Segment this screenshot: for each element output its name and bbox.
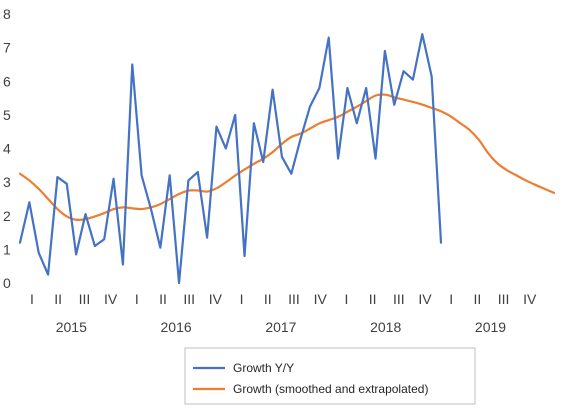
y-tick-label: 2 [3, 208, 11, 224]
x-tick-label: II [54, 291, 62, 307]
x-tick-label: I [30, 291, 34, 307]
y-tick-label: 8 [3, 6, 11, 22]
x-year-label: 2019 [475, 319, 506, 335]
x-tick-label: III [183, 291, 195, 307]
series-line-growth-smoothed [18, 93, 556, 222]
y-tick-label: 5 [3, 107, 11, 123]
x-tick-label: III [498, 291, 510, 307]
x-tick-label: IV [523, 291, 537, 307]
y-tick-label: 1 [3, 241, 11, 257]
y-tick-label: 0 [3, 275, 11, 291]
y-axis-ticks: 0 1 2 3 4 5 6 7 8 [3, 6, 11, 291]
y-tick-label: 7 [3, 40, 11, 56]
x-tick-label: III [393, 291, 405, 307]
x-axis-quarter-ticks: I II III IV I II III IV I II III IV I II III IV I II III IV [30, 291, 537, 307]
x-tick-label: II [159, 291, 167, 307]
x-tick-label: II [474, 291, 482, 307]
legend-label-growth-smoothed: Growth (smoothed and extrapolated) [233, 382, 428, 396]
y-tick-label: 4 [3, 141, 11, 157]
legend: Growth Y/Y Growth (smoothed and extrapola… [184, 347, 476, 405]
x-tick-label: I [449, 291, 453, 307]
x-tick-label: IV [418, 291, 432, 307]
x-year-label: 2015 [56, 319, 87, 335]
x-tick-label: IV [104, 291, 118, 307]
x-tick-label: III [79, 291, 91, 307]
x-year-label: 2018 [370, 319, 401, 335]
x-year-label: 2017 [265, 319, 296, 335]
x-axis-year-labels: 2015 2016 2017 2018 2019 [56, 319, 507, 335]
x-tick-label: II [264, 291, 272, 307]
legend-box [184, 347, 476, 405]
x-tick-label: I [135, 291, 139, 307]
series-line-growth-yy [18, 33, 443, 285]
x-tick-label: IV [209, 291, 223, 307]
plot-area [18, 33, 556, 285]
x-year-label: 2016 [161, 319, 192, 335]
y-tick-label: 6 [3, 73, 11, 89]
x-tick-label: I [240, 291, 244, 307]
x-tick-label: II [369, 291, 377, 307]
x-tick-label: IV [314, 291, 328, 307]
legend-label-growth-yy: Growth Y/Y [233, 361, 294, 375]
x-tick-label: I [344, 291, 348, 307]
y-tick-label: 3 [3, 174, 11, 190]
x-tick-label: III [288, 291, 300, 307]
